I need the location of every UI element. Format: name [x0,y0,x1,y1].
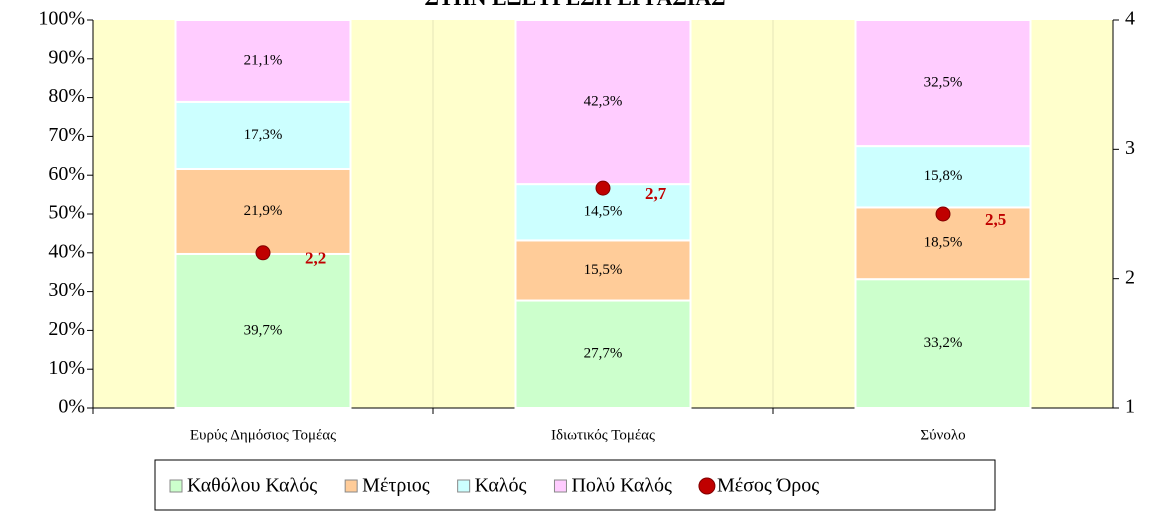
data-label: 14,5% [584,204,623,220]
data-label: 32,5% [924,74,963,90]
bar-segment [174,19,352,103]
y-tick-label: 80% [48,85,85,107]
legend-marker [457,479,471,493]
legend-label: Καθόλου Καλός [187,475,317,497]
y-tick-label: 30% [48,279,85,301]
y2-tick-label: 1 [1125,396,1135,418]
mean-label: 2,2 [305,249,326,268]
legend-label: Καλός [475,475,527,497]
data-label: 15,8% [924,168,963,184]
y-tick-label: 20% [48,318,85,340]
x-tick-label: Σύνολο [920,427,965,443]
data-label: 27,7% [584,346,623,362]
y2-tick-label: 2 [1125,266,1135,288]
legend-label: Πολύ Καλός [571,475,672,497]
y-tick-label: 100% [38,8,85,30]
y2-tick-label: 3 [1125,137,1135,159]
y2-tick-label: 4 [1125,8,1135,30]
y-tick-label: 60% [48,163,85,185]
bar-segment [854,145,1032,209]
chart-title: ΣΤΗΝ ΕΞΕΥΡΕΣΗ ΕΡΓΑΣΙΑΣ [424,0,725,10]
y-tick-label: 40% [48,240,85,262]
legend-marker [169,479,183,493]
x-tick-label: Ιδιωτικός Τομέας [551,427,655,443]
y-tick-label: 50% [48,202,85,224]
legend-label: Μέσος Όρος [717,475,819,497]
mean-point [935,206,951,222]
bar-segment [854,19,1032,148]
y-tick-label: 0% [58,396,85,418]
x-tick-label: Ευρύς Δημόσιος Τομέας [190,427,336,443]
y-tick-label: 70% [48,124,85,146]
legend-marker [698,477,716,495]
data-label: 39,7% [244,322,283,338]
mean-point [595,180,611,196]
mean-label: 2,5 [985,210,1006,229]
legend-box [154,459,996,511]
mean-point [255,245,271,261]
legend-label: Μέτριος [362,475,430,497]
bar-segment [174,167,352,255]
legend-marker [553,479,567,493]
data-label: 33,2% [924,335,963,351]
y-tick-label: 90% [48,46,85,68]
data-label: 21,9% [244,203,283,219]
bar-segment [854,278,1032,409]
data-label: 15,5% [584,262,623,278]
bar-segment [514,299,692,409]
data-label: 18,5% [924,235,963,251]
bar-segment [514,19,692,186]
data-label: 42,3% [584,93,623,109]
legend-marker [344,479,358,493]
y-tick-label: 10% [48,357,85,379]
data-label: 17,3% [244,127,283,143]
data-label: 21,1% [244,52,283,68]
bar-segment [174,252,352,409]
mean-label: 2,7 [645,184,667,203]
